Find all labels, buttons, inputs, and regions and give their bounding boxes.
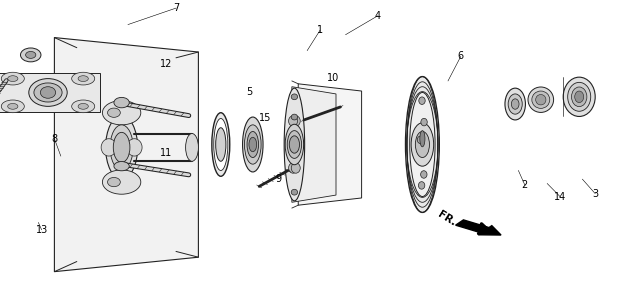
Ellipse shape: [114, 97, 129, 108]
Ellipse shape: [102, 170, 141, 194]
Text: 3: 3: [592, 189, 598, 199]
Text: 2: 2: [522, 180, 528, 190]
Ellipse shape: [249, 137, 257, 152]
Ellipse shape: [289, 136, 300, 153]
Ellipse shape: [532, 91, 550, 108]
Ellipse shape: [186, 134, 198, 161]
Ellipse shape: [102, 101, 141, 125]
Ellipse shape: [291, 114, 298, 120]
Ellipse shape: [110, 125, 133, 170]
Ellipse shape: [575, 91, 584, 103]
Ellipse shape: [214, 118, 228, 171]
Ellipse shape: [127, 139, 142, 156]
Ellipse shape: [114, 162, 129, 171]
Ellipse shape: [411, 123, 434, 166]
Ellipse shape: [287, 131, 301, 158]
Ellipse shape: [563, 77, 595, 116]
Ellipse shape: [26, 51, 36, 58]
FancyArrow shape: [456, 220, 501, 235]
Ellipse shape: [289, 116, 298, 126]
Text: 1: 1: [317, 25, 323, 35]
Ellipse shape: [20, 48, 41, 62]
Ellipse shape: [108, 177, 120, 187]
Ellipse shape: [284, 88, 305, 201]
Text: 15: 15: [259, 114, 272, 123]
Ellipse shape: [78, 103, 88, 109]
Ellipse shape: [34, 83, 62, 102]
Ellipse shape: [29, 79, 67, 106]
Ellipse shape: [568, 82, 591, 111]
Polygon shape: [54, 38, 198, 272]
Ellipse shape: [508, 94, 522, 114]
Ellipse shape: [72, 100, 95, 113]
Text: 13: 13: [35, 225, 48, 235]
Ellipse shape: [40, 87, 56, 98]
Ellipse shape: [410, 92, 435, 197]
Polygon shape: [298, 84, 362, 205]
Text: 6: 6: [458, 51, 464, 61]
Ellipse shape: [291, 94, 298, 100]
Text: 7: 7: [173, 3, 179, 13]
Ellipse shape: [572, 87, 587, 107]
Ellipse shape: [415, 131, 429, 158]
Ellipse shape: [528, 87, 554, 112]
Ellipse shape: [1, 100, 24, 113]
Ellipse shape: [289, 163, 298, 173]
Ellipse shape: [1, 72, 24, 85]
Text: 4: 4: [374, 11, 381, 21]
Text: 14: 14: [554, 192, 566, 201]
Ellipse shape: [247, 131, 259, 158]
Text: 5: 5: [246, 88, 253, 97]
Ellipse shape: [536, 95, 546, 105]
Text: 8: 8: [51, 134, 58, 144]
Polygon shape: [0, 73, 100, 112]
Ellipse shape: [291, 189, 298, 195]
Ellipse shape: [101, 139, 116, 156]
Ellipse shape: [420, 131, 425, 147]
Polygon shape: [292, 87, 336, 202]
Text: 10: 10: [326, 73, 339, 83]
Text: FR.: FR.: [436, 210, 458, 228]
Ellipse shape: [212, 113, 230, 176]
Ellipse shape: [511, 99, 519, 109]
Ellipse shape: [8, 103, 18, 109]
Ellipse shape: [417, 136, 424, 144]
Ellipse shape: [420, 171, 427, 178]
Ellipse shape: [421, 118, 428, 126]
Ellipse shape: [8, 76, 18, 81]
Ellipse shape: [291, 163, 300, 173]
Ellipse shape: [243, 117, 263, 172]
Ellipse shape: [419, 97, 425, 104]
Ellipse shape: [78, 76, 88, 81]
Ellipse shape: [406, 77, 439, 212]
Ellipse shape: [72, 72, 95, 85]
Ellipse shape: [216, 128, 226, 161]
Ellipse shape: [505, 88, 525, 120]
Ellipse shape: [291, 116, 300, 126]
Ellipse shape: [108, 108, 120, 117]
Text: 12: 12: [160, 59, 173, 68]
Ellipse shape: [106, 116, 138, 179]
Ellipse shape: [285, 124, 303, 165]
Text: 9: 9: [275, 174, 282, 184]
Ellipse shape: [419, 182, 425, 189]
Ellipse shape: [244, 125, 261, 164]
Ellipse shape: [113, 132, 130, 162]
Text: 11: 11: [160, 148, 173, 158]
